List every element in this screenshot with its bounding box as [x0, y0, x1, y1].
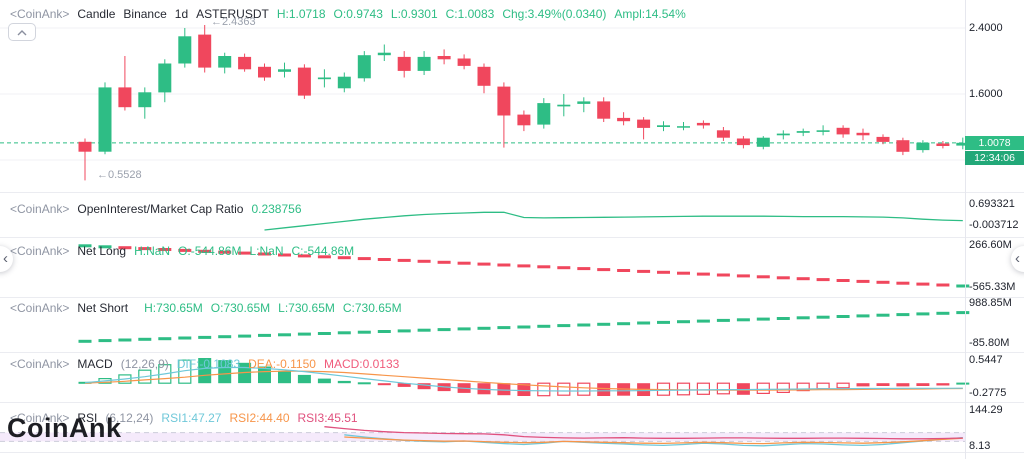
collapse-header-button[interactable] — [8, 23, 36, 41]
ohlc-close: C:1.0083 — [445, 7, 495, 21]
rsi2-value: RSI2:44.40 — [229, 411, 290, 425]
netlong-indicator-name: Net Long — [77, 244, 127, 258]
coinank-tag: <CoinAnk> — [10, 7, 70, 21]
chart-type-label: Candle — [77, 7, 116, 21]
change-label: Chg:3.49%(0.0340) — [502, 7, 607, 21]
chevron-left-icon: ‹ — [3, 250, 8, 267]
rsi-params: (6,12,24) — [105, 411, 154, 425]
pane-separator — [0, 352, 1024, 353]
macd-axis-max: 0.5447 — [969, 354, 1003, 366]
last-price-badge: 1.0078 — [965, 136, 1024, 150]
rsi-pane-header: <CoinAnk> RSI (6,12,24) RSI1:47.27 RSI2:… — [10, 411, 358, 425]
oi-axis-max: 0.693321 — [969, 198, 1015, 210]
coinank-tag: <CoinAnk> — [10, 357, 70, 371]
netlong-axis-min: -565.33M — [969, 281, 1016, 293]
netshort-high: H:730.65M — [144, 301, 203, 315]
macd-axis-min: -0.2775 — [969, 387, 1007, 399]
netshort-open: O:730.65M — [210, 301, 271, 315]
rsi-axis-min: 8.13 — [969, 440, 991, 452]
ohlc-high: H:1.0718 — [276, 7, 326, 21]
netlong-high: H:NaN — [134, 244, 171, 258]
netlong-open: O:-544.86M — [178, 244, 242, 258]
interval-label: 1d — [174, 7, 189, 21]
macd-hist-value: MACD:0.0133 — [323, 357, 400, 371]
coinank-tag: <CoinAnk> — [10, 244, 70, 258]
coinank-tag: <CoinAnk> — [10, 202, 70, 216]
rsi-axis-max: 144.29 — [969, 404, 1003, 416]
netlong-close: C:-544.86M — [291, 244, 355, 258]
high-price-annotation: ←2.4363 — [211, 16, 256, 28]
pane-separator — [0, 297, 1024, 298]
scroll-left-button-right-edge[interactable]: ‹ — [1011, 246, 1024, 272]
oi-pane-header: <CoinAnk> OpenInterest/Market Cap Ratio … — [10, 202, 302, 216]
netshort-low: L:730.65M — [278, 301, 335, 315]
rsi1-value: RSI1:47.27 — [161, 411, 222, 425]
price-axis-label: 1.6000 — [969, 88, 1003, 100]
macd-params: (12,26,9) — [120, 357, 169, 371]
macd-dif-value: DIF:-0.1083 — [176, 357, 241, 371]
rsi-indicator-name: RSI — [77, 411, 98, 425]
macd-indicator-name: MACD — [77, 357, 113, 371]
pane-separator — [0, 192, 1024, 193]
netlong-axis-max: 266.60M — [969, 239, 1012, 251]
coinank-tag: <CoinAnk> — [10, 301, 70, 315]
ohlc-low: L:0.9301 — [390, 7, 438, 21]
netshort-axis-min: -85.80M — [969, 337, 1010, 349]
pane-separator — [0, 402, 1024, 403]
netlong-pane-header: <CoinAnk> Net Long H:NaN O:-544.86M L:Na… — [10, 244, 354, 258]
scroll-left-button[interactable]: ‹ — [0, 246, 13, 272]
netshort-close: C:730.65M — [342, 301, 402, 315]
coinank-watermark: CoinAnk — [7, 413, 122, 443]
rsi3-value: RSI3:45.51 — [297, 411, 358, 425]
amplitude-label: Ampl:14.54% — [614, 7, 686, 21]
chevron-up-icon — [17, 23, 27, 41]
chevron-left-icon: ‹ — [1015, 250, 1020, 267]
low-price-annotation: ←0.5528 — [97, 169, 142, 181]
oi-axis-min: -0.003712 — [969, 219, 1019, 231]
countdown-badge: 12:34:06 — [965, 151, 1024, 165]
pane-separator — [0, 452, 1024, 453]
price-axis-label: 2.4000 — [969, 22, 1003, 34]
symbol-label: ASTERUSDT — [196, 7, 269, 21]
oi-indicator-name: OpenInterest/Market Cap Ratio — [77, 202, 244, 216]
netshort-indicator-name: Net Short — [77, 301, 129, 315]
netshort-axis-max: 988.85M — [969, 297, 1012, 309]
oi-value: 0.238756 — [251, 202, 302, 216]
price-axis-border — [965, 0, 966, 459]
macd-dea-value: DEA:-0.1150 — [248, 357, 316, 371]
ohlc-open: O:0.9743 — [333, 7, 383, 21]
exchange-label: Binance — [123, 7, 167, 21]
candle-pane-header: <CoinAnk> Candle Binance 1d ASTERUSDT H:… — [10, 7, 686, 21]
pane-separator — [0, 237, 1024, 238]
netlong-low: L:NaN — [249, 244, 284, 258]
macd-pane-header: <CoinAnk> MACD (12,26,9) DIF:-0.1083 DEA… — [10, 357, 399, 371]
netshort-pane-header: <CoinAnk> Net Short H:730.65M O:730.65M … — [10, 301, 402, 315]
coinank-tag: <CoinAnk> — [10, 411, 70, 425]
